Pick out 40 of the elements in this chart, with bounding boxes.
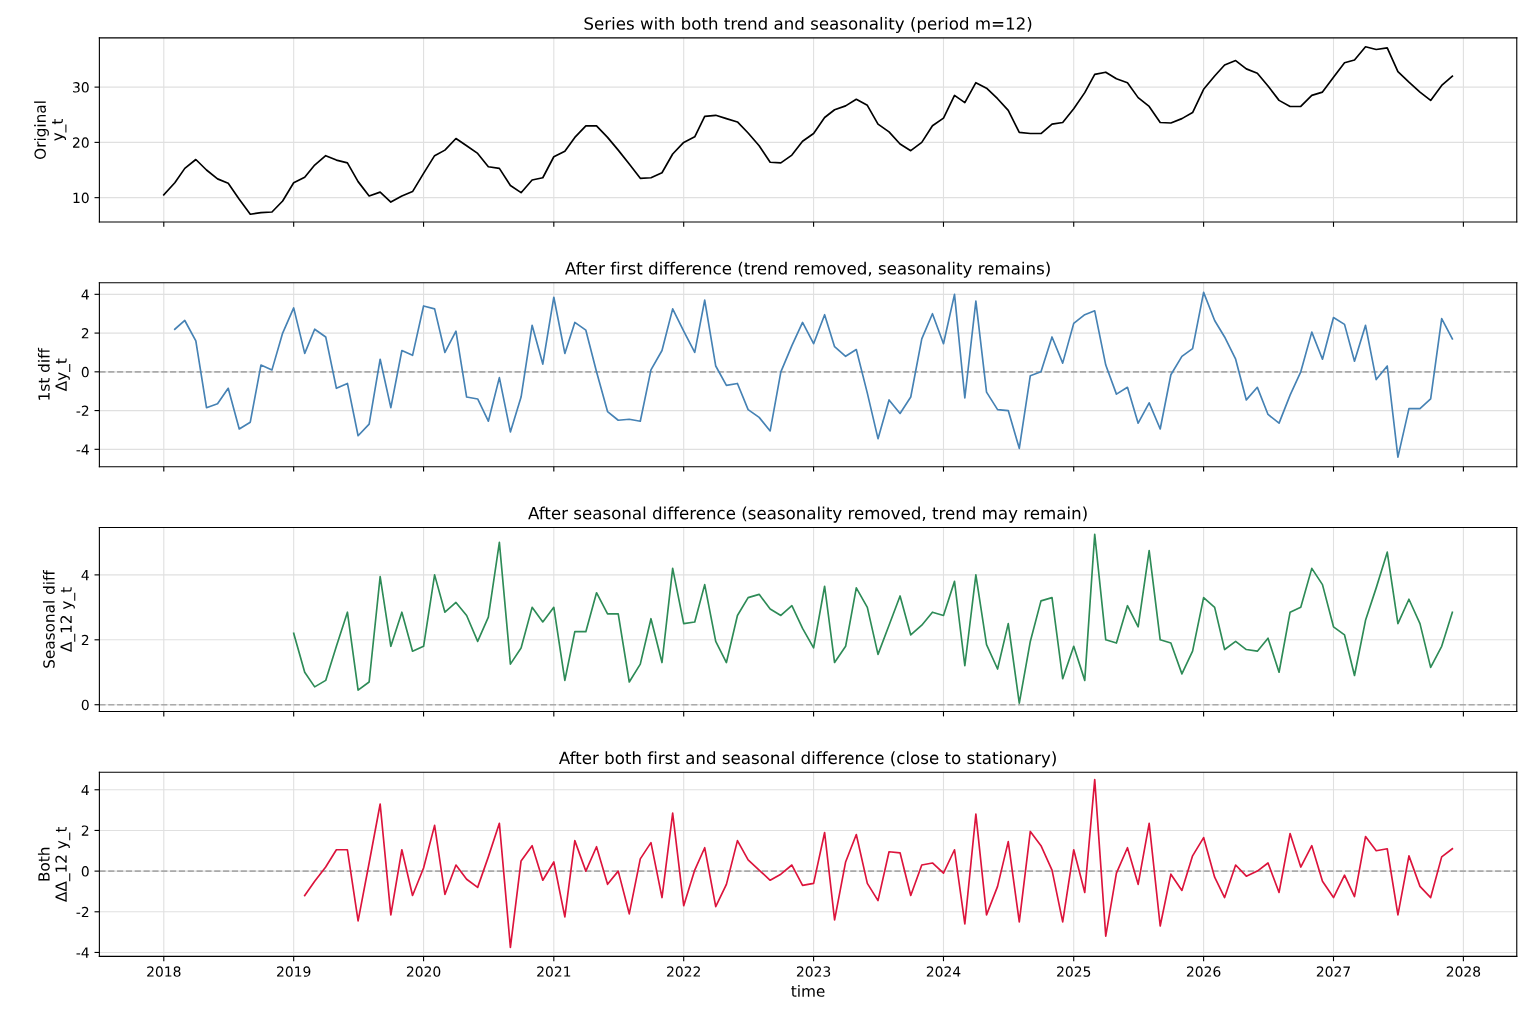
- y-tick-label: 2: [81, 328, 89, 339]
- y-tick-label: -4: [76, 444, 89, 455]
- y-tick-label: 2: [81, 825, 89, 836]
- x-tick-label: 2023: [796, 966, 831, 977]
- chart-title: After seasonal difference (seasonality removed, trend may remain): [528, 506, 1087, 523]
- chart-title: Series with both trend and seasonality (period m=12): [584, 16, 1032, 34]
- y-tick-label: 30: [73, 82, 89, 93]
- line-series: [292, 533, 1454, 704]
- x-tick-label: 2020: [406, 966, 441, 977]
- x-tick-label: 2028: [1446, 966, 1481, 977]
- y-axis-title: 1st diff Δy_t: [37, 347, 71, 400]
- x-tick-label: 2026: [1186, 966, 1221, 977]
- x-tick-label: 2024: [926, 966, 961, 977]
- y-axis-title: Seasonal diff Δ_12 y_t: [42, 569, 76, 668]
- x-tick-label: 2021: [537, 966, 571, 977]
- x-tick-label: 2025: [1057, 966, 1091, 977]
- y-axis-title: Both ΔΔ_12 y_t: [37, 826, 71, 902]
- line-series: [303, 778, 1454, 949]
- chart-title: After both first and seasonal difference (close to stationary): [558, 751, 1056, 768]
- y-axis-title: Original y_t: [34, 101, 67, 159]
- y-tick-label: 4: [81, 784, 89, 796]
- x-tick-label: 2019: [277, 966, 311, 977]
- x-tick-label: 2018: [147, 966, 181, 977]
- y-tick-label: 10: [73, 192, 89, 204]
- x-tick-label: 2022: [667, 966, 700, 977]
- y-tick-label: -2: [76, 906, 89, 918]
- x-axis-title: time: [791, 985, 825, 997]
- y-tick-label: 4: [81, 570, 89, 581]
- y-tick-label: 0: [81, 366, 89, 378]
- x-tick-label: 2027: [1316, 966, 1350, 977]
- y-tick-label: 2: [81, 634, 89, 646]
- chart-title: After first difference (trend removed, seasonality remains): [565, 261, 1050, 278]
- y-tick-label: -2: [76, 405, 89, 416]
- y-tick-label: 4: [81, 289, 89, 300]
- y-tick-label: 0: [81, 699, 89, 711]
- line-series: [173, 291, 1454, 458]
- line-series: [162, 45, 1454, 216]
- y-tick-label: 0: [81, 866, 89, 877]
- y-tick-label: -4: [76, 947, 89, 958]
- y-tick-label: 20: [73, 137, 89, 148]
